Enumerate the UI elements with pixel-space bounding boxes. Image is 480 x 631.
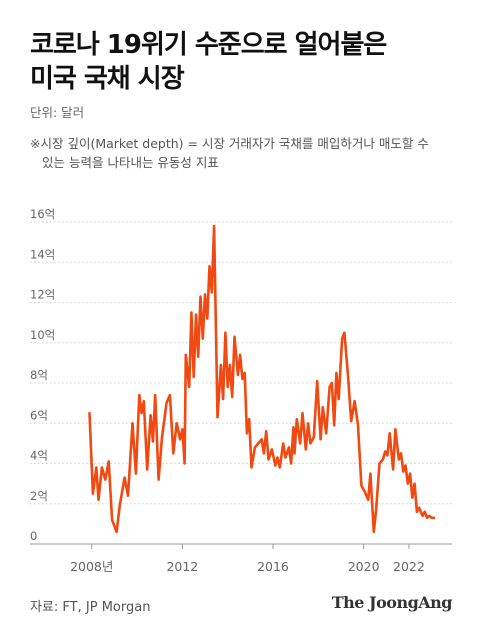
title-line-2: 미국 국채 시장 [30,64,185,94]
page-title: 코로나 19위기 수준으로 얼어붙은 미국 국채 시장 [30,28,387,96]
footnote-line-1: ※시장 깊이(Market depth) = 시장 거래자가 국채를 매입하거나… [30,136,429,151]
y-tick-label: 16억 [30,207,55,221]
y-tick-label: 12억 [30,288,55,302]
x-tick-label: 2022 [393,559,425,574]
x-tick-label: 2012 [166,559,198,574]
title-line-1: 코로나 19위기 수준으로 얼어붙은 [30,30,387,60]
x-tick-label: 2016 [257,559,289,574]
y-tick-label: 10억 [30,328,55,342]
y-tick-label: 14억 [30,247,55,261]
y-tick-label: 2억 [30,489,48,503]
y-tick-label: 4억 [30,449,48,463]
y-tick-label: 6억 [30,408,48,422]
footnote: ※시장 깊이(Market depth) = 시장 거래자가 국채를 매입하거나… [30,134,460,172]
brand-logo: The JoongAng [331,593,453,612]
y-tick-label: 8억 [30,368,48,382]
line-chart: 0 2억 4억 6억 8억 10억 12억 14억 16억 2008년 2012 2016 2020 20… [30,207,452,574]
unit-label: 단위: 달러 [30,105,85,120]
series-line [88,224,436,534]
footnote-line-2: 있는 능력을 나타내는 유동성 지표 [42,155,219,170]
source-label: 자료: FT, JP Morgan [30,600,151,615]
x-tick-label: 2008년 [70,559,113,574]
x-tick-label: 2020 [348,559,380,574]
y-tick-label: 0 [30,529,37,543]
